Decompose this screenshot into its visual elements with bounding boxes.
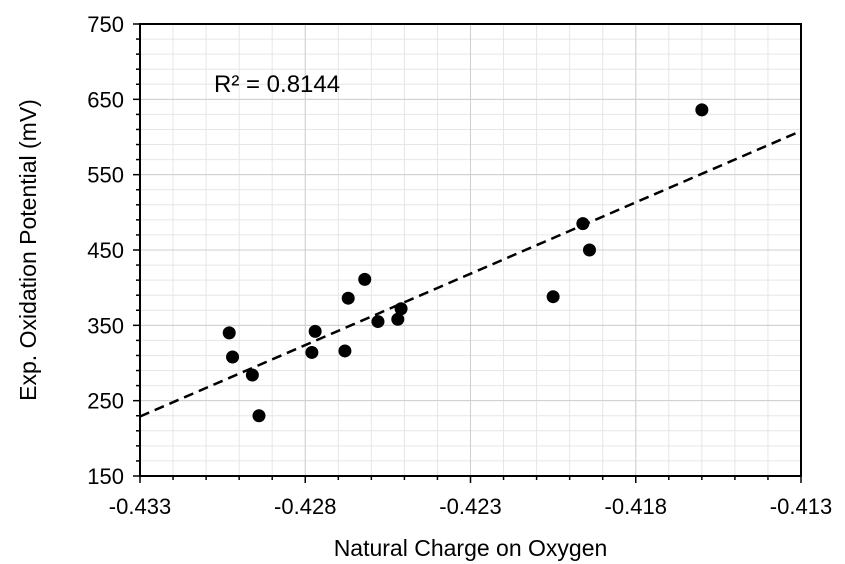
grid (140, 24, 801, 476)
x-tick-label: -0.418 (605, 494, 667, 519)
data-point (341, 291, 355, 305)
data-point (371, 315, 385, 329)
data-point (582, 243, 596, 257)
x-axis-title: Natural Charge on Oxygen (334, 535, 608, 561)
y-axis-title: Exp. Oxidation Potential (mV) (15, 99, 41, 401)
data-point (338, 344, 352, 358)
y-tick-label: 550 (87, 163, 124, 188)
y-tick-label: 750 (87, 12, 124, 37)
data-point (222, 326, 236, 340)
data-point (305, 345, 319, 359)
data-point (245, 368, 259, 382)
y-tick-label: 650 (87, 87, 124, 112)
data-point (394, 302, 408, 316)
data-point (226, 350, 240, 364)
y-tick-label: 450 (87, 238, 124, 263)
x-tick-labels: -0.433 -0.428 -0.423 -0.418 -0.413 (109, 494, 832, 519)
y-tick-label: 150 (87, 464, 124, 489)
y-tick-label: 250 (87, 389, 124, 414)
data-point (308, 324, 322, 338)
x-tick-label: -0.423 (439, 494, 501, 519)
data-point (391, 312, 405, 326)
data-point (252, 409, 266, 423)
axis-ticks (133, 23, 802, 483)
x-tick-label: -0.428 (274, 494, 336, 519)
x-tick-label: -0.433 (109, 494, 171, 519)
y-tick-labels: 150 250 350 450 550 650 750 (87, 12, 124, 489)
data-point (576, 217, 590, 231)
data-point (546, 290, 560, 304)
trendline-layer (139, 129, 802, 418)
data-point (695, 103, 709, 117)
y-tick-label: 350 (87, 313, 124, 338)
data-points (222, 103, 709, 423)
x-tick-label: -0.413 (770, 494, 832, 519)
r-squared-annotation: R² = 0.8144 (214, 71, 340, 98)
trendline (139, 129, 802, 418)
data-point (358, 272, 372, 286)
